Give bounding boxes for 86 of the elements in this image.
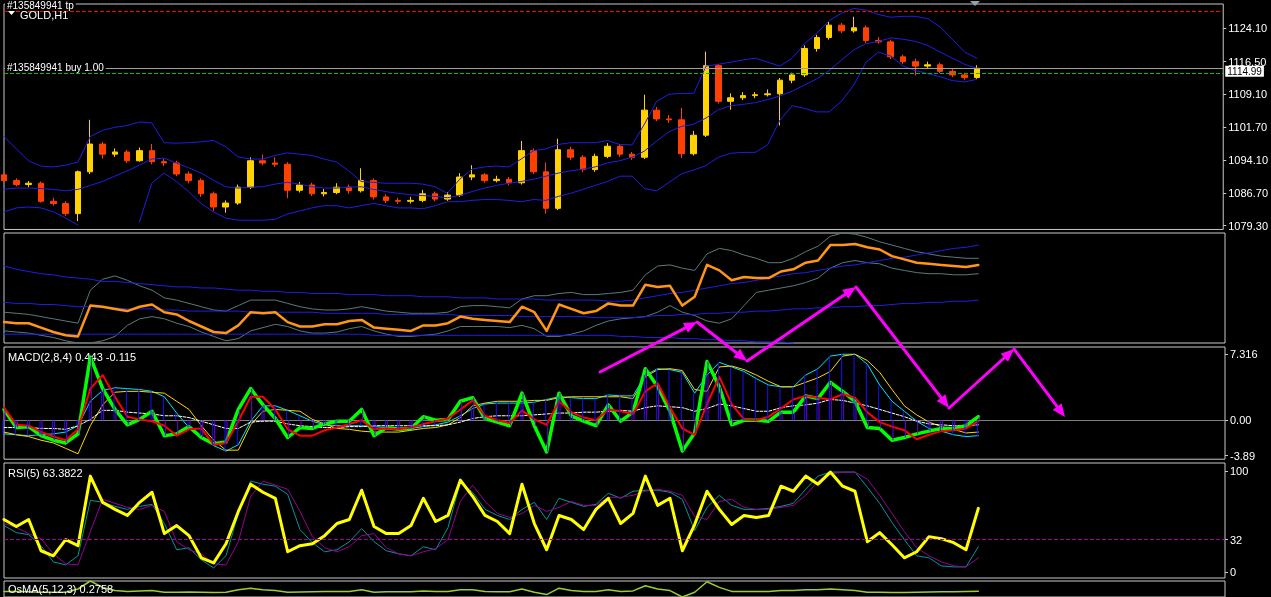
y-tick-label: 1124.10: [1228, 22, 1268, 35]
candlestick: [259, 154, 266, 166]
candlestick: [580, 154, 586, 173]
candlestick: [173, 160, 180, 177]
candlestick: [555, 138, 561, 211]
line-series: [3, 398, 979, 430]
candlestick: [198, 177, 204, 198]
candlestick: [210, 191, 217, 212]
candlestick: [247, 156, 254, 190]
candlestick: [185, 170, 192, 184]
candlestick: [50, 197, 57, 207]
line-series: [3, 37, 978, 199]
candlestick: [13, 177, 20, 187]
candlestick: [727, 92, 734, 111]
candlestick: [469, 164, 475, 181]
ref-line-label: 1114.99: [1227, 65, 1263, 77]
candlestick: [543, 162, 549, 215]
candlestick: [887, 39, 894, 60]
candlestick: [777, 77, 783, 127]
y-tick-label: 1079.30: [1228, 219, 1268, 232]
candlestick: [481, 172, 488, 184]
candlestick: [383, 193, 389, 204]
candlestick: [321, 188, 327, 197]
candlestick: [272, 156, 278, 168]
candlestick: [99, 141, 106, 160]
candlestick: [1, 172, 7, 183]
candlestick: [814, 34, 820, 53]
ref-line-label: #135849941 buy 1.00: [7, 61, 105, 73]
candlestick: [75, 169, 81, 222]
candlestick: [592, 153, 598, 173]
candlestick: [900, 54, 906, 65]
candlestick: [740, 91, 746, 101]
candlestick: [961, 72, 968, 81]
candlestick: [838, 22, 845, 34]
y-tick-label: 1086.70: [1228, 186, 1268, 199]
candlestick: [395, 197, 401, 205]
candlestick: [641, 94, 648, 160]
y-tick-label: 32: [1230, 533, 1243, 546]
candlestick: [924, 61, 931, 69]
candlestick: [136, 147, 143, 163]
y-tick-label: 1101.70: [1228, 120, 1268, 133]
candlestick: [715, 63, 722, 105]
y-tick-label: 100: [1230, 465, 1249, 478]
chart-title: RSI(5) 63.3822: [8, 466, 83, 479]
candlestick: [653, 106, 660, 122]
candlestick: [530, 147, 537, 175]
candlestick: [493, 175, 500, 183]
candlestick: [604, 142, 611, 159]
y-tick-label: -3.89: [1230, 449, 1256, 462]
candlestick: [518, 140, 525, 186]
y-tick-label: 1116.50: [1228, 55, 1267, 68]
candlestick: [112, 147, 118, 158]
y-tick-label: 1094.10: [1228, 154, 1268, 167]
candlestick: [801, 44, 808, 78]
candlestick: [284, 161, 291, 199]
candlestick: [296, 181, 303, 193]
ref-line-label: #135849941 tp: [7, 0, 75, 11]
candlestick: [912, 58, 919, 76]
candlestick: [456, 172, 463, 198]
candlestick: [826, 21, 832, 41]
y-tick-label: 0: [1230, 565, 1237, 578]
chart-title: OsMA(5,12,3) 0.2758: [8, 582, 114, 595]
y-tick-label: 1109.10: [1228, 88, 1268, 101]
y-tick-label: 7.316: [1230, 348, 1258, 361]
candlestick: [851, 16, 857, 34]
candlestick: [752, 91, 758, 99]
candlestick: [161, 158, 167, 167]
line-series: [3, 374, 980, 446]
candlestick: [567, 146, 574, 161]
candlestick: [25, 180, 32, 188]
candlestick: [38, 180, 44, 204]
candlestick: [789, 72, 795, 84]
candlestick: [407, 196, 414, 204]
candlestick: [222, 199, 229, 214]
candlestick: [764, 88, 771, 97]
chart-title: GOLD,H1: [20, 8, 69, 21]
candlestick: [703, 51, 709, 138]
candlestick: [863, 25, 869, 44]
candlestick: [124, 149, 130, 164]
y-tick-label: 0.00: [1230, 414, 1252, 427]
candlestick: [666, 114, 672, 124]
candlestick: [678, 107, 685, 159]
candlestick: [62, 200, 69, 217]
candlestick: [617, 143, 623, 158]
candlestick: [690, 130, 697, 156]
candlestick: [87, 119, 93, 175]
